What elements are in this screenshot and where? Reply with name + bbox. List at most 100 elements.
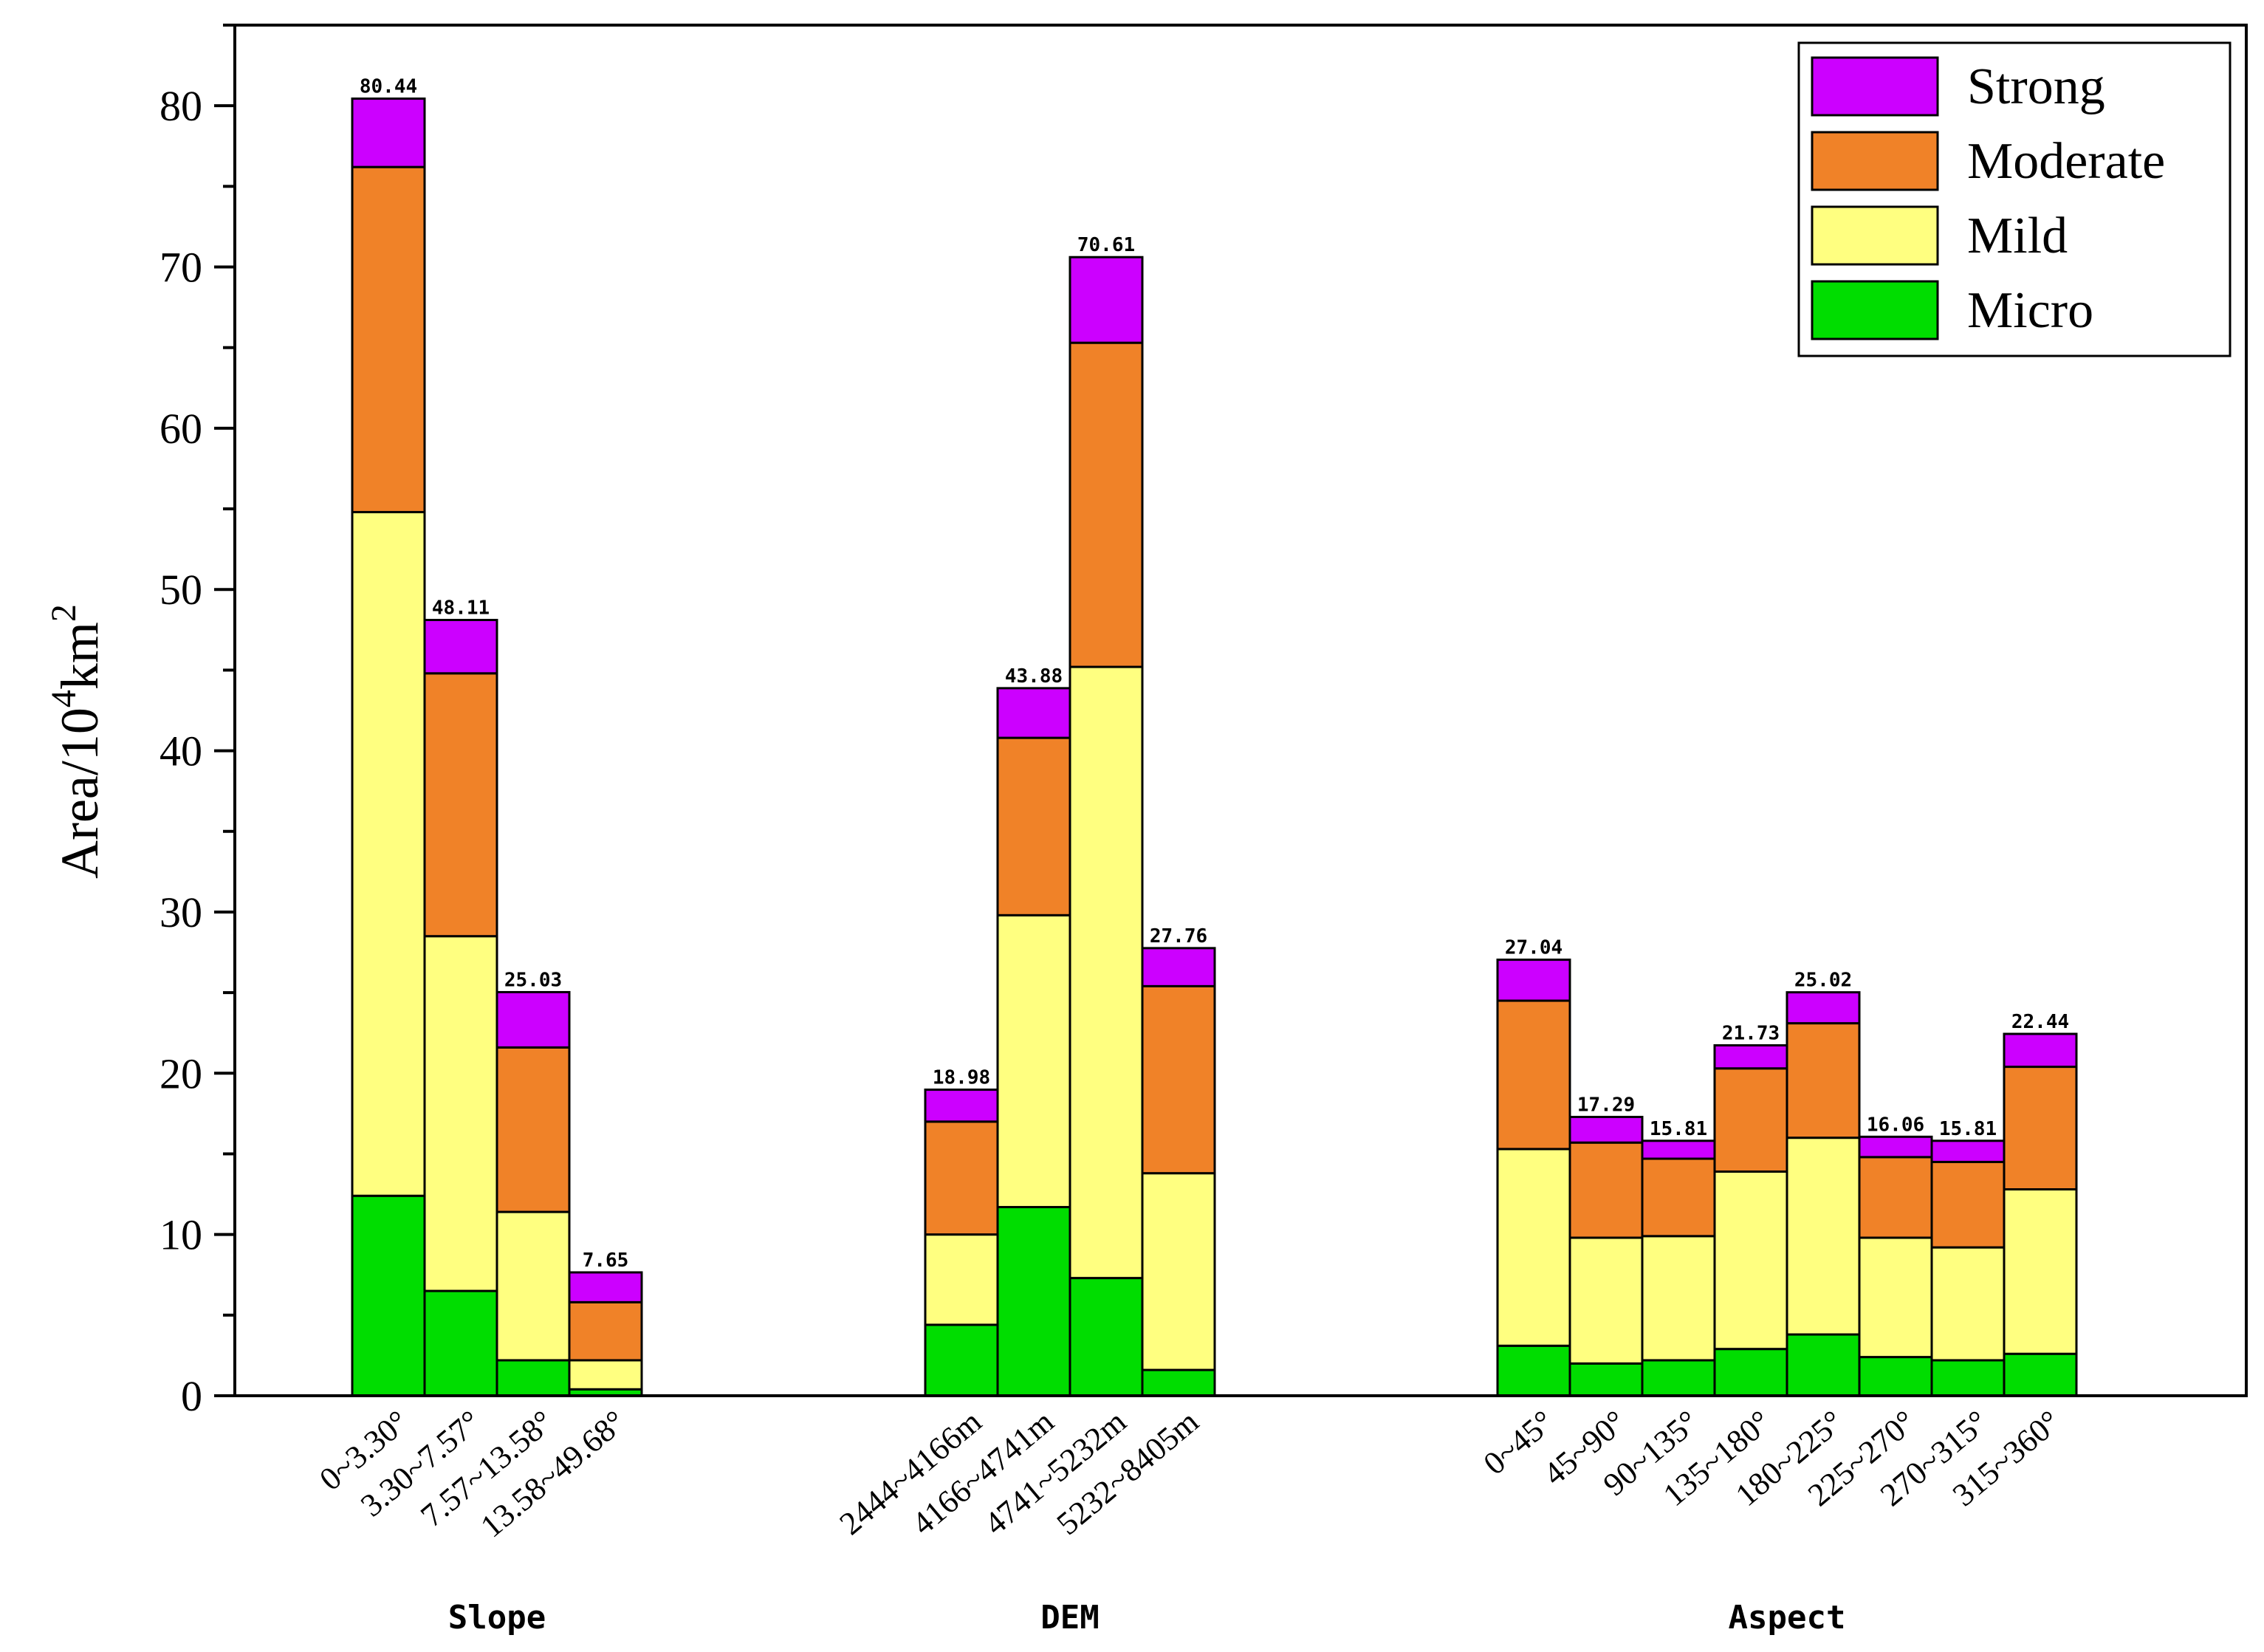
total-label: 7.65	[583, 1250, 629, 1272]
bar-aspect-3-moderate	[1713, 1067, 1788, 1173]
y-tick-label: 30	[159, 888, 202, 936]
bar-aspect-2-micro	[1641, 1359, 1716, 1397]
bar-aspect-6-moderate	[1930, 1160, 2006, 1249]
legend-swatch-mild	[1811, 205, 1939, 266]
y-tick-label: 50	[159, 566, 202, 614]
bar-slope-1-micro	[423, 1289, 498, 1397]
legend: Strong Moderate Mild Micro	[1797, 41, 2232, 357]
bar-slope-0-moderate	[351, 165, 426, 513]
bar-aspect-0-strong	[1496, 959, 1571, 1002]
total-label: 15.81	[1939, 1118, 1997, 1140]
legend-label-micro: Micro	[1967, 282, 2093, 339]
bar-aspect-0-mild	[1496, 1148, 1571, 1347]
bar-aspect-6-micro	[1930, 1359, 2006, 1397]
group-label: DEM	[1040, 1599, 1099, 1636]
bar-aspect-7-mild	[2003, 1188, 2078, 1355]
bar-dem-3-micro	[1141, 1368, 1216, 1397]
bar-dem-2-moderate	[1068, 341, 1144, 668]
bar-aspect-1-micro	[1568, 1362, 1644, 1397]
bar-aspect-5-mild	[1858, 1236, 1933, 1359]
bar-aspect-4-strong	[1786, 991, 1861, 1025]
total-label: 80.44	[360, 76, 417, 98]
total-label: 16.06	[1867, 1114, 1924, 1136]
total-label: 21.73	[1722, 1023, 1780, 1045]
bar-aspect-7-strong	[2003, 1032, 2078, 1069]
bar-slope-3-strong	[568, 1271, 643, 1303]
total-label: 17.29	[1577, 1094, 1635, 1116]
total-label: 15.81	[1650, 1118, 1707, 1140]
bar-aspect-4-mild	[1786, 1137, 1861, 1336]
bar-aspect-4-moderate	[1786, 1022, 1861, 1139]
bar-aspect-0-moderate	[1496, 999, 1571, 1151]
legend-swatch-strong	[1811, 56, 1939, 117]
bar-aspect-5-moderate	[1858, 1156, 1933, 1239]
group-label: Slope	[448, 1599, 546, 1636]
bar-slope-0-strong	[351, 97, 426, 168]
group-label: Aspect	[1729, 1599, 1846, 1636]
bars-layer	[351, 97, 2078, 1397]
bar-dem-3-strong	[1141, 947, 1216, 987]
y-tick-label: 40	[159, 727, 202, 775]
bar-slope-3-moderate	[568, 1300, 643, 1362]
bar-dem-2-mild	[1068, 665, 1144, 1280]
total-label: 18.98	[933, 1067, 990, 1089]
y-tick-label: 70	[159, 244, 202, 292]
total-label: 27.76	[1150, 925, 1207, 947]
bar-aspect-6-strong	[1930, 1139, 2006, 1163]
bar-aspect-5-micro	[1858, 1356, 1933, 1397]
bar-slope-0-micro	[351, 1194, 426, 1397]
bar-slope-3-mild	[568, 1359, 643, 1391]
bar-dem-0-micro	[924, 1323, 999, 1397]
bar-slope-1-mild	[423, 935, 498, 1292]
bar-dem-3-mild	[1141, 1172, 1216, 1371]
bar-slope-1-moderate	[423, 672, 498, 938]
total-label: 48.11	[432, 597, 490, 620]
y-tick-label: 10	[159, 1211, 202, 1259]
bar-aspect-3-micro	[1713, 1348, 1788, 1397]
bar-slope-2-strong	[495, 990, 571, 1049]
bar-slope-0-mild	[351, 510, 426, 1197]
bar-aspect-7-micro	[2003, 1352, 2078, 1397]
legend-label-strong: Strong	[1967, 58, 2105, 115]
total-label: 25.03	[504, 969, 562, 991]
bar-aspect-1-strong	[1568, 1115, 1644, 1144]
legend-swatch-micro	[1811, 280, 1939, 340]
bar-slope-2-mild	[495, 1210, 571, 1362]
bar-aspect-4-micro	[1786, 1333, 1861, 1397]
bar-dem-0-mild	[924, 1233, 999, 1326]
bar-dem-3-moderate	[1141, 984, 1216, 1175]
legend-swatch-moderate	[1811, 131, 1939, 191]
bar-dem-2-micro	[1068, 1277, 1144, 1397]
total-label: 43.88	[1005, 665, 1063, 688]
y-tick-label: 20	[159, 1049, 202, 1097]
bar-aspect-1-mild	[1568, 1236, 1644, 1365]
bar-dem-0-moderate	[924, 1120, 999, 1236]
y-tick-label: 80	[159, 82, 202, 130]
bar-aspect-1-moderate	[1568, 1141, 1644, 1239]
legend-label-moderate: Moderate	[1967, 133, 2165, 190]
bar-aspect-3-mild	[1713, 1170, 1788, 1351]
bar-aspect-5-strong	[1858, 1135, 1933, 1159]
bar-aspect-3-strong	[1713, 1044, 1788, 1070]
bar-aspect-2-mild	[1641, 1235, 1716, 1362]
bar-aspect-2-moderate	[1641, 1157, 1716, 1238]
y-axis-label: Area/104km2	[44, 604, 109, 879]
bar-aspect-6-mild	[1930, 1246, 2006, 1362]
total-label: 27.04	[1505, 937, 1562, 959]
bar-slope-1-strong	[423, 619, 498, 675]
legend-label-mild: Mild	[1967, 208, 2068, 264]
bar-dem-2-strong	[1068, 256, 1144, 344]
bar-dem-1-mild	[996, 914, 1071, 1209]
total-label: 70.61	[1077, 234, 1135, 256]
bar-slope-2-micro	[495, 1359, 571, 1397]
y-tick-label: 60	[159, 405, 202, 453]
bar-aspect-2-strong	[1641, 1139, 1716, 1160]
total-label: 25.02	[1794, 970, 1852, 992]
bar-dem-1-strong	[996, 687, 1071, 739]
bar-dem-0-strong	[924, 1089, 999, 1123]
y-tick-label: 0	[181, 1372, 202, 1420]
bar-dem-1-moderate	[996, 736, 1071, 916]
total-label: 22.44	[2011, 1011, 2069, 1033]
bar-dem-1-micro	[996, 1206, 1071, 1397]
